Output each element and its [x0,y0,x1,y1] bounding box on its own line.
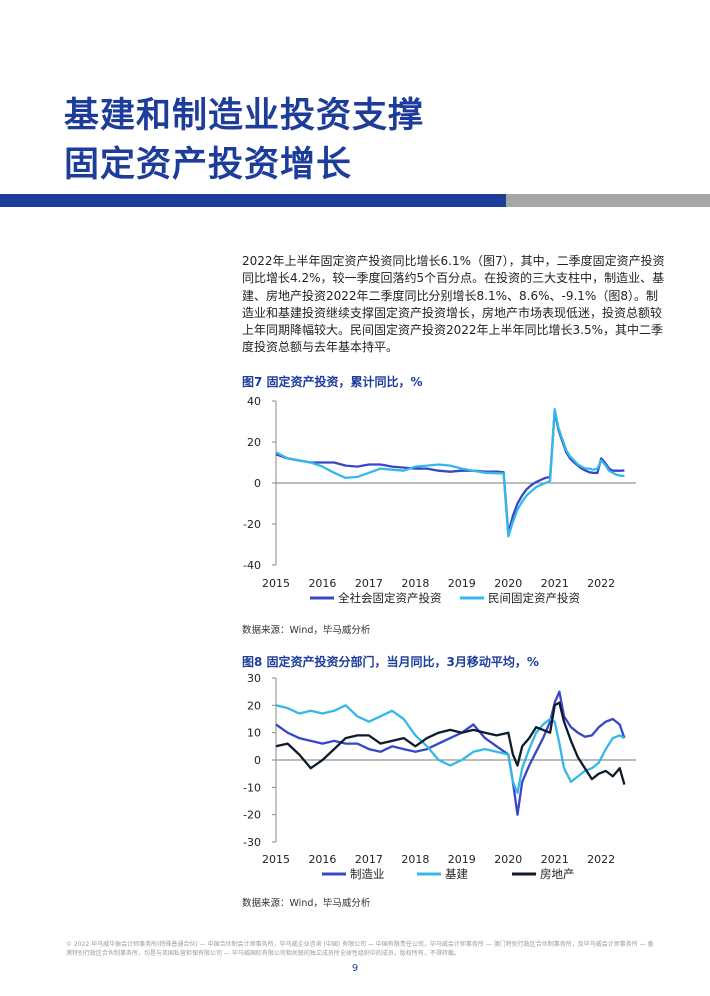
series-line-1 [275,704,625,794]
y-tick-label: -20 [243,518,261,531]
figure7-title: 图7 固定资产投资，累计同比，% [242,375,423,389]
x-tick-label: 2018 [401,577,429,590]
series-line-0 [275,690,626,816]
legend-label: 房地产 [540,867,575,881]
y-tick-label: 0 [254,477,261,490]
page-number: 9 [351,963,359,974]
legend-label: 制造业 [350,867,385,881]
y-tick-label: -10 [243,781,261,794]
y-tick-label: 40 [247,395,261,408]
y-tick-label: -40 [243,559,261,572]
header-bar-grey [506,194,710,207]
x-tick-label: 2016 [308,853,336,866]
figure8-source: 数据来源：Wind，毕马威分析 [242,898,371,909]
x-tick-label: 2020 [494,853,522,866]
series-line-0 [275,410,625,535]
footer-disclaimer: © 2022 毕马威华振会计师事务所(特殊普通合伙) — 中国合伙制会计师事务所… [66,941,654,957]
y-tick-label: 20 [247,699,261,712]
y-tick-label: -30 [243,836,261,849]
legend-label: 基建 [445,867,468,881]
x-tick-label: 2018 [401,853,429,866]
y-tick-label: 20 [247,436,261,449]
figure7-source: 数据来源：Wind，毕马威分析 [242,625,371,636]
x-tick-label: 2022 [587,577,615,590]
legend-label: 民间固定资产投资 [488,591,580,605]
x-tick-label: 2016 [308,577,336,590]
page-title: 基建和制造业投资支撑 固定资产投资增长 [64,92,424,190]
legend-label: 全社会固定资产投资 [338,591,442,605]
x-tick-label: 2017 [355,853,383,866]
y-tick-label: -20 [243,809,261,822]
title-line-1: 基建和制造业投资支撑 [64,96,425,136]
x-tick-label: 2019 [448,853,476,866]
figure8-title: 图8 固定资产投资分部门，当月同比，3月移动平均，% [242,655,539,669]
y-tick-label: 10 [247,727,261,740]
x-tick-label: 2022 [587,853,615,866]
x-tick-label: 2019 [448,577,476,590]
x-tick-label: 2015 [262,853,290,866]
header-bar-blue [0,194,506,207]
x-tick-label: 2020 [494,577,522,590]
x-tick-label: 2017 [355,577,383,590]
body-paragraph: 2022年上半年固定资产投资同比增长6.1%（图7），其中，二季度固定资产投资同… [242,254,665,355]
series-line-2 [275,701,626,785]
series-line-1 [275,408,625,538]
y-tick-label: 0 [254,754,261,767]
title-line-2: 固定资产投资增长 [64,145,353,185]
y-tick-label: 30 [247,672,261,685]
x-tick-label: 2015 [262,577,290,590]
x-tick-label: 2021 [541,853,569,866]
x-tick-label: 2021 [541,577,569,590]
